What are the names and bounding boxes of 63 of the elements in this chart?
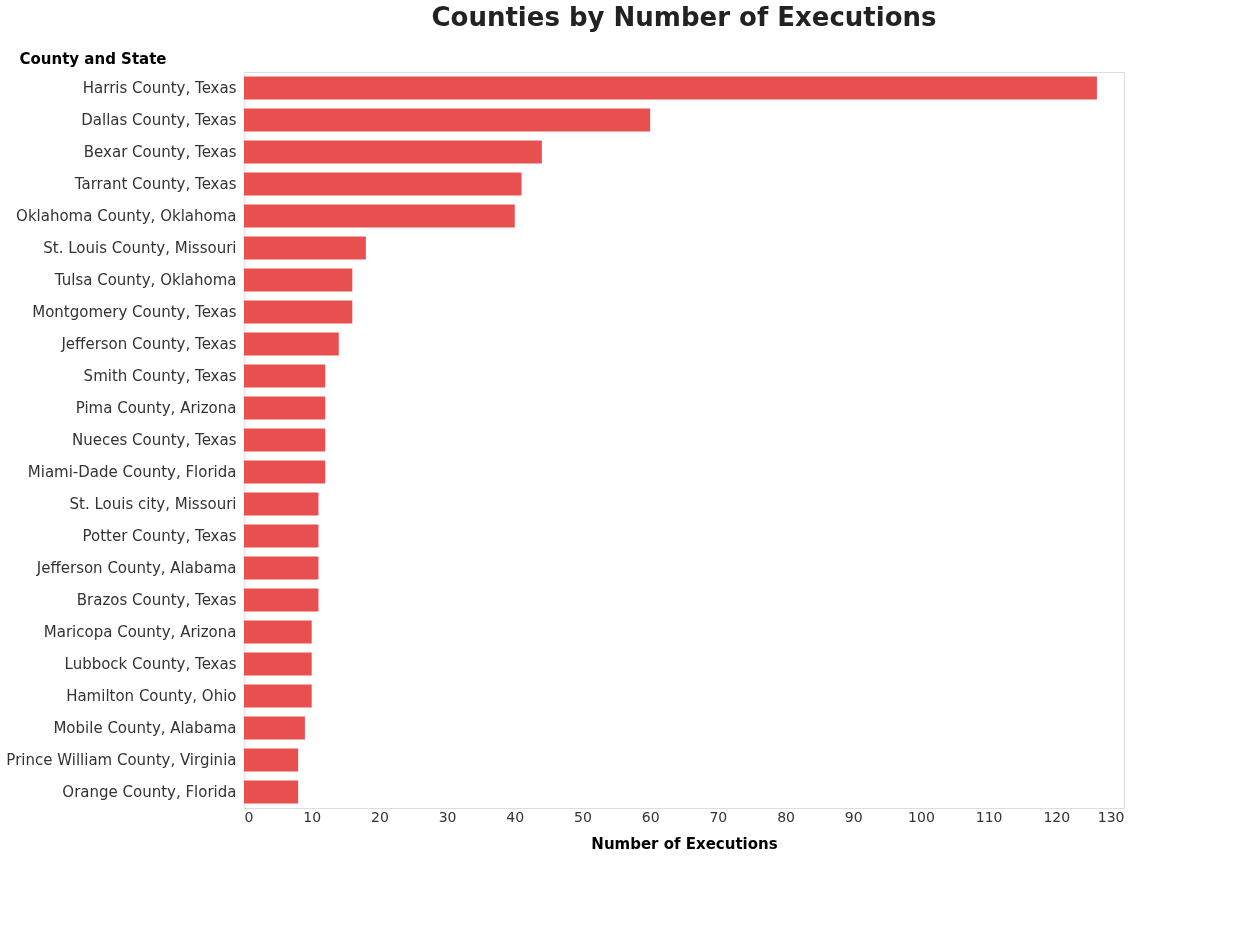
y-tick-label: Miami-Dade County, Florida bbox=[27, 463, 237, 481]
bar bbox=[244, 268, 353, 292]
y-tick-label: Maricopa County, Arizona bbox=[43, 623, 237, 641]
x-tick-label: 30 bbox=[438, 808, 457, 825]
bar bbox=[244, 236, 366, 260]
x-tick-label: 20 bbox=[370, 808, 389, 825]
x-tick-label: 10 bbox=[303, 808, 322, 825]
x-tick-label: 100 bbox=[908, 808, 935, 825]
y-tick-label: Tarrant County, Texas bbox=[73, 175, 237, 193]
bar bbox=[244, 524, 319, 548]
x-tick-label: 60 bbox=[641, 808, 660, 825]
bar bbox=[244, 748, 299, 772]
bar bbox=[244, 364, 326, 388]
y-tick-label: Tulsa County, Oklahoma bbox=[53, 271, 237, 289]
bar bbox=[244, 332, 339, 356]
bar bbox=[244, 620, 312, 644]
y-tick-label: Prince William County, Virginia bbox=[6, 751, 237, 769]
bar bbox=[244, 428, 326, 452]
x-tick-label: 0 bbox=[244, 808, 254, 825]
y-axis-title: County and State bbox=[19, 49, 167, 68]
y-tick-label: Montgomery County, Texas bbox=[32, 303, 237, 321]
y-tick-label: St. Louis city, Missouri bbox=[69, 495, 237, 513]
bar bbox=[244, 396, 326, 420]
y-tick-label: Orange County, Florida bbox=[62, 783, 237, 801]
y-tick-label: Mobile County, Alabama bbox=[53, 719, 237, 737]
chart-title: Counties by Number of Executions bbox=[431, 2, 937, 32]
bar bbox=[244, 780, 299, 804]
bar bbox=[244, 460, 326, 484]
bar bbox=[244, 204, 515, 228]
bar bbox=[244, 556, 319, 580]
y-tick-label: Potter County, Texas bbox=[82, 527, 237, 545]
x-tick-label: 130 bbox=[1097, 808, 1125, 825]
bar bbox=[244, 108, 651, 132]
bar bbox=[244, 300, 353, 324]
y-tick-label: Nueces County, Texas bbox=[72, 431, 237, 449]
x-tick-label: 90 bbox=[844, 808, 863, 825]
bar bbox=[244, 76, 1097, 100]
bar bbox=[244, 492, 319, 516]
y-tick-label: Jefferson County, Alabama bbox=[35, 559, 237, 577]
y-tick-label: Pima County, Arizona bbox=[75, 399, 237, 417]
y-tick-label: Lubbock County, Texas bbox=[64, 655, 237, 673]
x-tick-label: 110 bbox=[975, 808, 1003, 825]
bar bbox=[244, 588, 319, 612]
bar bbox=[244, 172, 522, 196]
x-axis-title: Number of Executions bbox=[591, 834, 778, 853]
y-tick-label: Brazos County, Texas bbox=[76, 591, 237, 609]
y-tick-label: Harris County, Texas bbox=[82, 79, 237, 97]
x-tick-label: 40 bbox=[506, 808, 525, 825]
bar bbox=[244, 652, 312, 676]
y-tick-label: St. Louis County, Missouri bbox=[43, 239, 237, 257]
y-tick-label: Oklahoma County, Oklahoma bbox=[16, 207, 237, 225]
bar bbox=[244, 716, 305, 740]
y-tick-label: Dallas County, Texas bbox=[81, 111, 237, 129]
y-tick-label: Bexar County, Texas bbox=[83, 143, 237, 161]
x-tick-label: 120 bbox=[1043, 808, 1071, 825]
bar bbox=[244, 684, 312, 708]
x-tick-label: 80 bbox=[777, 808, 795, 825]
x-tick-label: 70 bbox=[709, 808, 728, 825]
y-tick-label: Smith County, Texas bbox=[83, 367, 237, 385]
y-tick-label: Hamilton County, Ohio bbox=[66, 687, 237, 705]
bar bbox=[244, 140, 542, 164]
y-tick-label: Jefferson County, Texas bbox=[60, 335, 237, 353]
x-tick-label: 50 bbox=[574, 808, 592, 825]
